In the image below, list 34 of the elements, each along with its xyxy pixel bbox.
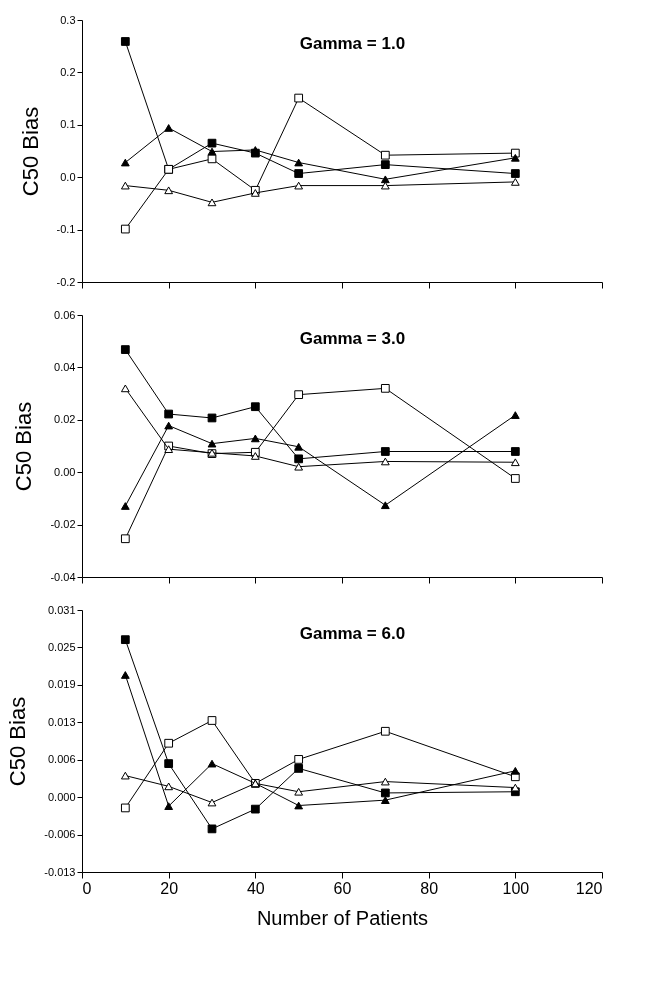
y-tick-label: 0.1 bbox=[60, 118, 76, 131]
y-tick-label: 0.06 bbox=[54, 308, 76, 321]
y-tick-label: 0.00 bbox=[54, 465, 76, 478]
text: Gamma = 3.0 bbox=[299, 329, 406, 348]
y-tick-label: -0.1 bbox=[56, 223, 76, 236]
y-tick-label: 0.02 bbox=[54, 413, 76, 426]
x-axis-title: Number of Patients bbox=[256, 906, 429, 929]
text: Gamma = 6.0 bbox=[299, 624, 406, 643]
x-tick-label: 120 bbox=[575, 879, 603, 897]
y-tick-label: -0.02 bbox=[50, 518, 76, 531]
x-tick-label: 40 bbox=[246, 879, 265, 897]
text: Gamma = 1.0 bbox=[299, 34, 406, 53]
y-tick-label: 0.031 bbox=[47, 603, 76, 616]
y-tick-label: 0.025 bbox=[47, 640, 76, 653]
y-tick-label: 0.019 bbox=[47, 678, 76, 691]
x-tick-label: 0 bbox=[82, 879, 92, 897]
y-tick-label: -0.006 bbox=[44, 828, 76, 841]
x-tick-label: 60 bbox=[333, 879, 352, 897]
y-tick-label: -0.2 bbox=[56, 275, 76, 288]
y-tick-label: 0.3 bbox=[60, 13, 76, 26]
x-tick-label: 80 bbox=[420, 879, 439, 897]
y-tick-label: 0.04 bbox=[54, 360, 76, 373]
y-tick-label: 0.000 bbox=[47, 790, 76, 803]
y-tick-label: -0.013 bbox=[44, 865, 76, 878]
y-tick-label: 0.0 bbox=[60, 170, 76, 183]
y-tick-label: 0.2 bbox=[60, 65, 76, 78]
x-tick-label: 100 bbox=[502, 879, 530, 897]
y-tick-label: 0.006 bbox=[47, 753, 76, 766]
y-axis-title: C50 Bias bbox=[11, 401, 37, 492]
y-axis-title: C50 Bias bbox=[5, 696, 31, 787]
x-tick-label: 20 bbox=[160, 879, 179, 897]
y-axis-title: C50 Bias bbox=[17, 106, 43, 197]
y-tick-label: 0.013 bbox=[47, 715, 76, 728]
y-tick-label: -0.04 bbox=[50, 570, 76, 583]
